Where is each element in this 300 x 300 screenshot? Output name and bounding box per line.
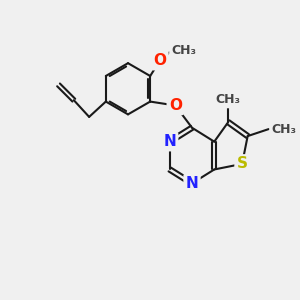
Text: O: O bbox=[169, 98, 182, 113]
Text: CH₃: CH₃ bbox=[271, 123, 296, 136]
Text: S: S bbox=[237, 156, 248, 171]
Text: CH₃: CH₃ bbox=[216, 93, 241, 106]
Text: O: O bbox=[153, 53, 167, 68]
Text: N: N bbox=[186, 176, 198, 191]
Text: CH₃: CH₃ bbox=[171, 44, 196, 57]
Text: N: N bbox=[164, 134, 176, 149]
